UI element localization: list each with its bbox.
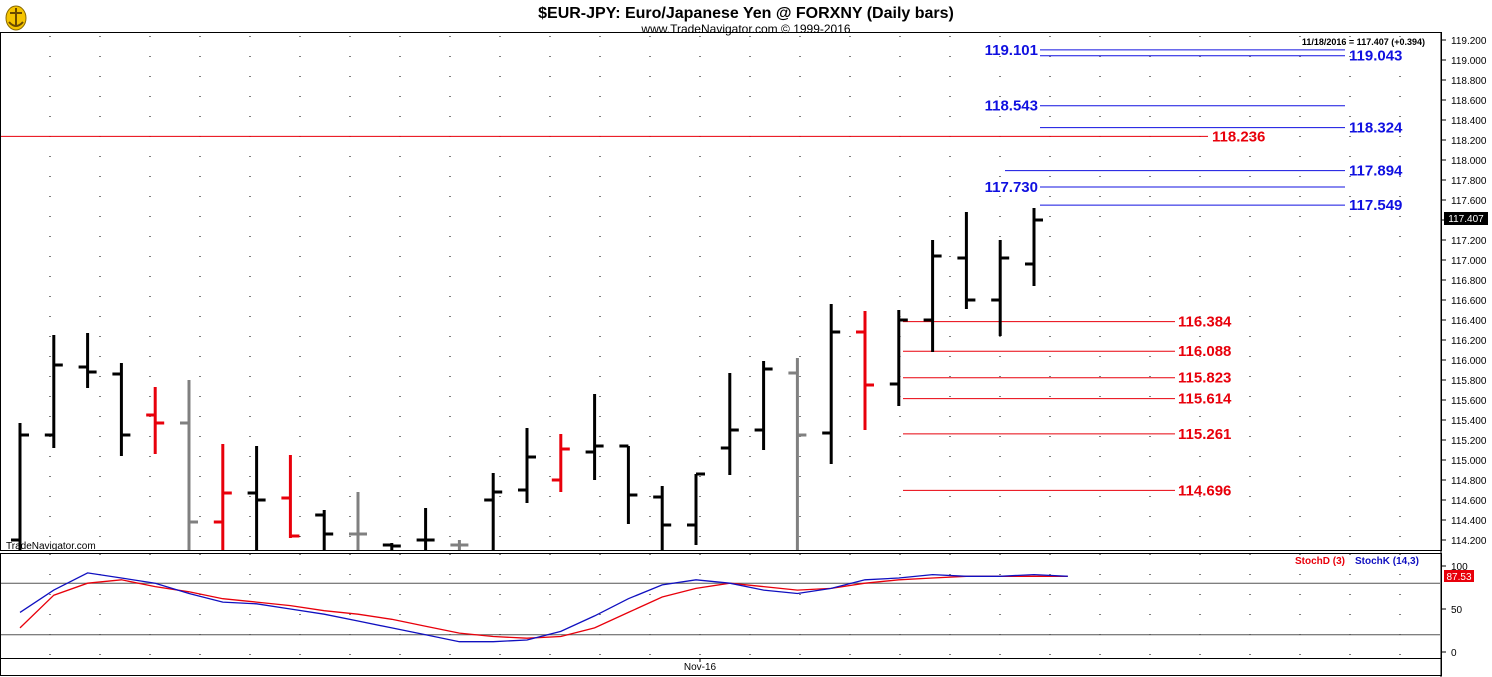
- watermark: TradeNavigator.com: [6, 541, 96, 552]
- price-pane-frame: [0, 32, 1442, 551]
- chart-title: $EUR-JPY: Euro/Japanese Yen @ FORXNY (Da…: [538, 5, 954, 22]
- level-label: 115.614: [1178, 391, 1232, 408]
- stoch-tick-label: 100: [1451, 562, 1468, 573]
- y-tick-label: 116.000: [1451, 356, 1487, 367]
- anchor-logo-icon: [5, 5, 27, 31]
- level-label: 117.549: [1349, 197, 1402, 214]
- price-axis: 119.200 119.000 118.800 118.600 118.400 118.2…: [1441, 36, 1487, 547]
- level-label: 119.101: [985, 42, 1038, 59]
- ohlc-bar: [44, 335, 63, 448]
- ohlc-bar: [687, 472, 705, 545]
- y-tick-label: 118.000: [1451, 156, 1487, 167]
- y-tick-label: 117.000: [1451, 256, 1487, 267]
- level-label: 115.261: [1178, 426, 1231, 443]
- ohlc-bar: [822, 304, 841, 464]
- y-tick-label: 118.600: [1451, 96, 1487, 107]
- ohlc-bar: [281, 455, 300, 538]
- y-tick-label: 115.200: [1451, 436, 1487, 447]
- ohlc-bar: [1025, 208, 1043, 286]
- y-tick-label: 114.400: [1451, 516, 1487, 527]
- ohlc-bar: [653, 486, 672, 550]
- y-tick-label: 116.400: [1451, 316, 1487, 327]
- date-axis-frame: [0, 658, 1442, 676]
- y-tick-label: 117.800: [1451, 176, 1487, 187]
- last-price-box: [1444, 212, 1488, 225]
- y-tick-label: 114.200: [1451, 536, 1487, 547]
- y-tick-label: 117.600: [1451, 196, 1487, 207]
- ohlc-bar: [720, 373, 739, 475]
- stoch-tick-label: 0: [1451, 648, 1457, 659]
- stochk-line: [19, 572, 1068, 643]
- ohlc-bar: [213, 444, 232, 550]
- ohlc-bar: [991, 240, 1010, 336]
- ohlc-bar: [585, 394, 604, 480]
- level-label: 115.823: [1178, 370, 1231, 387]
- level-label: 114.696: [1178, 482, 1231, 499]
- ohlc-bar: [315, 510, 334, 550]
- ohlc-bar: [416, 508, 435, 550]
- stoch-last-box: [1444, 570, 1474, 582]
- ohlc-bar: [957, 212, 976, 309]
- ohlc-bar: [11, 423, 29, 550]
- ohlc-bar: [856, 311, 874, 430]
- y-tick-label: 115.000: [1451, 456, 1487, 467]
- ohlc-bar: [754, 361, 773, 450]
- legend-stochd: StochD (3): [1295, 556, 1345, 567]
- ohlc-bar: [180, 380, 198, 550]
- stoch-tick-label: 50: [1451, 605, 1463, 616]
- y-tick-label: 118.400: [1451, 116, 1487, 127]
- ohlc-bar: [349, 492, 367, 550]
- y-tick-label: 119.200: [1451, 36, 1487, 47]
- level-label: 116.088: [1178, 343, 1231, 360]
- level-label: 117.730: [985, 179, 1038, 196]
- y-tick-label: 116.800: [1451, 276, 1487, 287]
- y-tick-label: 116.200: [1451, 336, 1487, 347]
- chart-subtitle: www.TradeNavigator.com © 1999-2016: [640, 22, 850, 36]
- level-lines: 119.101 119.043 118.543 118.324 118.236 117.8…: [1, 42, 1403, 499]
- ohlc-bar: [112, 363, 131, 456]
- y-tick-label: 115.400: [1451, 416, 1487, 427]
- last-close-info: 11/18/2016 = 117.407 (+0.394): [1302, 37, 1425, 47]
- ohlc-bar: [382, 543, 401, 550]
- stochd-line: [19, 575, 1068, 639]
- y-tick-label: 119.000: [1451, 56, 1487, 67]
- level-label: 118.324: [1349, 120, 1403, 137]
- ohlc-bar: [484, 473, 503, 550]
- y-tick-label: 115.600: [1451, 396, 1487, 407]
- stochastic-pane: 100 50 0: [1, 562, 1468, 659]
- ohlc-bar: [450, 540, 469, 550]
- last-price-label: 117.407: [1448, 214, 1484, 225]
- y-tick-label: 118.200: [1451, 136, 1487, 147]
- ohlc-bar: [518, 428, 536, 503]
- y-tick-label: 114.600: [1451, 496, 1487, 507]
- ohlc-bars: [11, 208, 1043, 550]
- ohlc-bar: [619, 444, 638, 524]
- legend-stochk: StochK (14,3): [1355, 556, 1419, 567]
- stoch-pane-frame: [0, 553, 1442, 659]
- ohlc-bar: [247, 446, 266, 550]
- ohlc-bar: [551, 434, 570, 492]
- level-label: 117.894: [1349, 163, 1403, 180]
- y-tick-label: 115.800: [1451, 376, 1487, 387]
- ohlc-bar: [78, 333, 97, 388]
- y-tick-label: 116.600: [1451, 296, 1487, 307]
- level-label: 116.384: [1178, 314, 1232, 331]
- level-label: 118.236: [1212, 128, 1265, 145]
- stoch-last-label: 87.53: [1446, 572, 1471, 583]
- ohlc-bar: [146, 387, 165, 454]
- y-tick-label: 118.800: [1451, 76, 1487, 87]
- x-tick-nov-16: Nov-16: [684, 662, 717, 673]
- level-label: 118.543: [985, 98, 1038, 115]
- y-tick-label: 114.800: [1451, 476, 1487, 487]
- ohlc-bar: [889, 310, 908, 406]
- ohlc-bar: [923, 240, 942, 352]
- ohlc-bar: [788, 358, 807, 550]
- y-tick-label: 117.200: [1451, 236, 1487, 247]
- level-label: 119.043: [1349, 48, 1402, 65]
